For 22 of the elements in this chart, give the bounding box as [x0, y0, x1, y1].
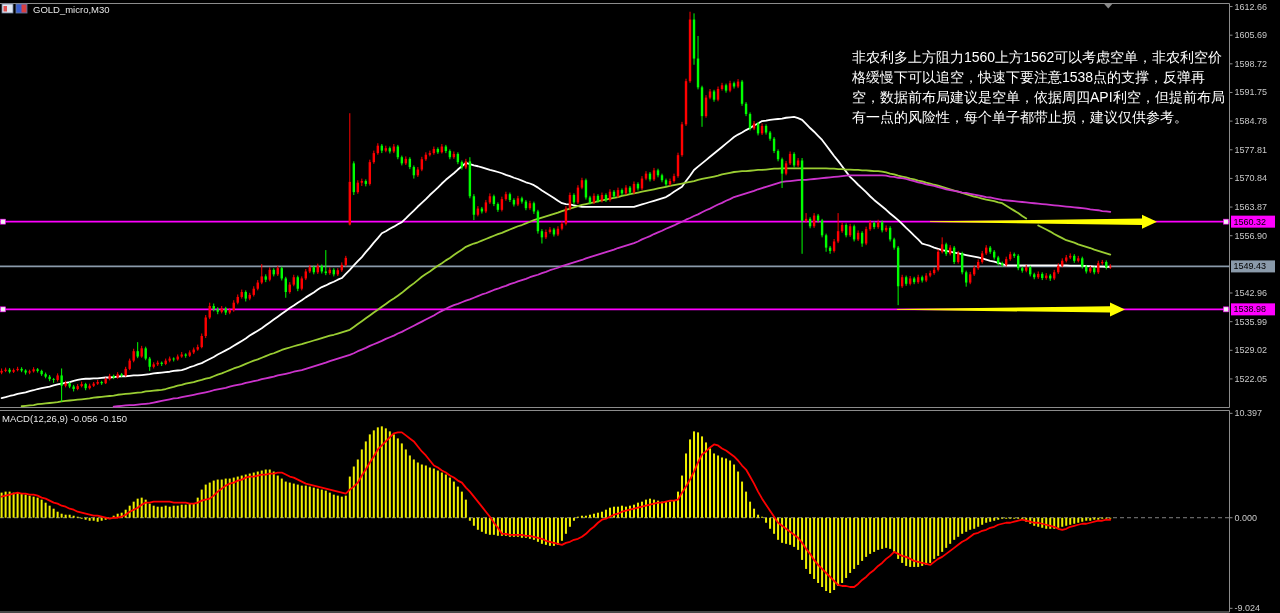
y-tick-label: 0.000 — [1234, 512, 1258, 523]
ref-line-label: 1560.32 — [1233, 216, 1267, 227]
y-tick-label: 1529.02 — [1234, 345, 1268, 356]
chart-title: MACD(12,26,9) -0.056 -0.150 — [2, 412, 128, 424]
y-tick-label: 1522.05 — [1234, 373, 1268, 384]
y-tick-label: 1563.87 — [1234, 202, 1268, 213]
y-tick-label: 1542.96 — [1234, 288, 1268, 298]
y-tick-label: 1535.99 — [1234, 316, 1268, 327]
y-tick-label: -9.024 — [1234, 603, 1261, 613]
y-tick-label: 1584.78 — [1234, 116, 1268, 127]
y-tick-label: 1570.84 — [1234, 173, 1268, 184]
ref-line-label: 1549.43 — [1233, 261, 1267, 272]
y-tick-label: 1556.90 — [1234, 230, 1268, 241]
chart-title: GOLD_micro,M30 — [33, 3, 110, 15]
annotation: 非农利多上方阻力1560上方1562可以考虑空单，非农利空价格缓慢下可以追空，快速下要注意1538点的支撑，反弹再空，数据前布局建议是空单，依据周四API利空，但提前布局有一点的风险性，每个单子都带止损，建议仅供参考。 — [851, 49, 1225, 125]
y-tick-label: 1605.69 — [1234, 30, 1268, 41]
ref-line-label: 1538.98 — [1233, 304, 1267, 315]
y-tick-label: 1591.75 — [1234, 87, 1268, 98]
y-tick-label: 1612.66 — [1234, 1, 1268, 12]
y-tick-label: 1577.81 — [1234, 144, 1268, 155]
y-tick-label: 10.397 — [1234, 408, 1263, 419]
y-tick-label: 1598.72 — [1234, 58, 1268, 69]
